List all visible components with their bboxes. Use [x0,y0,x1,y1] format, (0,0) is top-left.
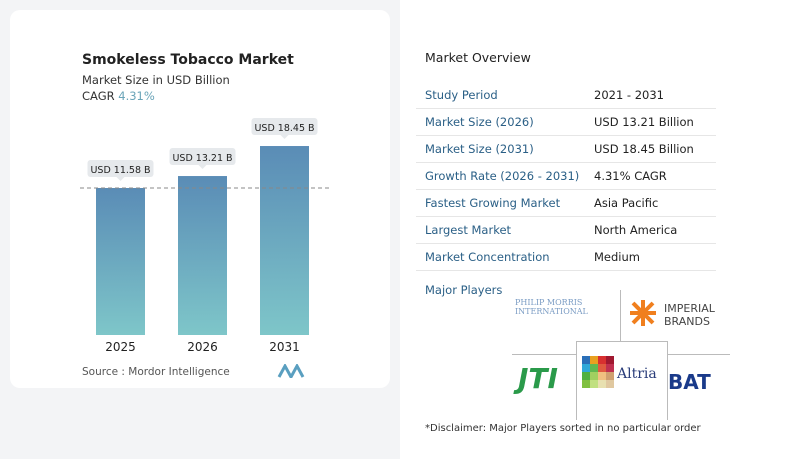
overview-row: Market Concentration Medium [416,244,716,271]
overview-row: Market Size (2026) USD 13.21 Billion [416,109,716,136]
row-label: Market Size (2031) [425,142,534,156]
data-label-bg [169,148,236,166]
mordor-logo-icon [277,364,305,378]
row-label: Study Period [425,88,498,102]
overview-row: Study Period 2021 - 2031 [416,82,716,109]
data-label: USD 11.58 B [90,165,150,176]
row-label: Market Size (2026) [425,115,534,129]
major-players-label: Major Players [425,283,503,297]
overview-row: Market Size (2031) USD 18.45 Billion [416,136,716,163]
x-tick-label: 2031 [269,340,300,354]
data-label: USD 13.21 B [172,153,232,164]
cagr-label: CAGR [82,89,115,103]
overview-row: Growth Rate (2026 - 2031) 4.31% CAGR [416,163,716,190]
data-label-pointer [280,135,289,140]
data-label: USD 18.45 B [254,123,314,134]
row-label: Market Concentration [425,250,550,264]
chart-subtitle: Market Size in USD Billion [82,73,230,87]
data-label-pointer [198,165,207,170]
overview-heading: Market Overview [425,50,531,65]
x-tick-label: 2026 [187,340,218,354]
logo-philip-morris: PHILIP MORRIS INTERNATIONAL [515,298,588,316]
overview-row: Fastest Growing Market Asia Pacific [416,190,716,217]
row-value: Asia Pacific [594,196,659,210]
row-value: USD 13.21 Billion [594,115,694,129]
logo-altria: Altria [617,366,657,382]
chart-title: Smokeless Tobacco Market [82,52,294,68]
source: Source : Mordor Intelligence [82,366,230,378]
bar-2026 [178,176,227,335]
logo-bat: BAT [668,370,711,394]
disclaimer: *Disclaimer: Major Players sorted in no … [425,423,701,434]
bar-2031 [260,146,309,335]
cagr-value: 4.31% [118,89,155,103]
logo-imperial-brands: IMPERIAL BRANDS [664,302,715,328]
bar-chart: USD 11.58 B 2025 USD 13.21 B 2026 USD 18.45 … [80,118,330,354]
data-label-bg [87,160,154,177]
x-tick-label: 2025 [105,340,136,354]
row-value: North America [594,223,678,237]
overview-row: Largest Market North America [416,217,716,244]
row-label: Largest Market [425,223,512,237]
row-value: USD 18.45 Billion [594,142,694,156]
altria-logo-icon [582,356,614,388]
bar-2025 [96,188,145,335]
row-label: Fastest Growing Market [425,196,561,210]
imperial-logo-icon [630,300,656,326]
row-value: 2021 - 2031 [594,88,664,102]
cagr: CAGR 4.31% [82,89,155,103]
logo-jti: JTI [518,362,558,395]
row-value: Medium [594,250,640,264]
data-label-bg [251,118,318,136]
data-label-pointer [116,177,125,181]
row-value: 4.31% CAGR [594,169,667,183]
row-label: Growth Rate (2026 - 2031) [425,169,580,183]
